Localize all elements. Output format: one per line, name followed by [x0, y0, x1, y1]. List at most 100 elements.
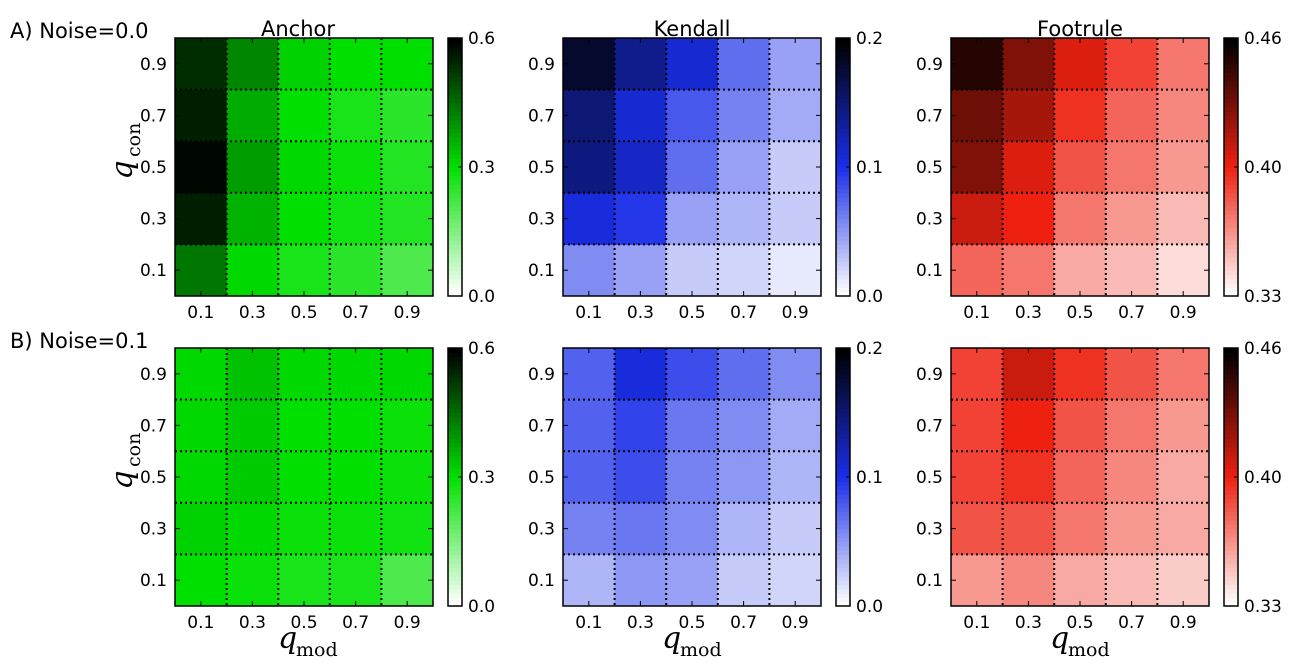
- x-tick-label: 0.7: [342, 303, 369, 323]
- heatmap-cell: [1157, 451, 1210, 504]
- colorbar-segment: [836, 89, 850, 95]
- heatmap-cell: [278, 451, 331, 504]
- colorbar-segment: [1224, 265, 1238, 271]
- colorbar-segment: [836, 593, 850, 598]
- x-tick-label: 0.9: [394, 613, 421, 633]
- colorbar-segment: [836, 459, 850, 465]
- x-tick-label: 0.5: [290, 613, 317, 633]
- heatmap-cell: [381, 554, 434, 607]
- colorbar-segment: [1224, 218, 1238, 224]
- colorbar-segment: [448, 205, 462, 211]
- heatmap-cell: [717, 554, 770, 607]
- colorbar-segment: [1224, 588, 1238, 594]
- heatmap-cell: [666, 399, 719, 452]
- heatmap-cell: [175, 348, 228, 401]
- colorbar-segment: [448, 485, 462, 491]
- y-tick-label: 0.3: [140, 520, 167, 540]
- colorbar-segment: [448, 537, 462, 543]
- colorbar-segment: [448, 416, 462, 422]
- x-tick-label: 0.7: [1118, 303, 1145, 323]
- heatmap-cell: [769, 502, 822, 555]
- colorbar-segment: [448, 507, 462, 512]
- heatmap-cell: [329, 554, 382, 607]
- heatmap-cell: [563, 192, 616, 245]
- heatmap-cell: [1054, 502, 1107, 555]
- colorbar-segment: [836, 382, 850, 388]
- x-tick-label: 0.5: [1066, 303, 1093, 323]
- colorbar-segment: [1224, 524, 1238, 530]
- heatmap-cell: [226, 399, 279, 452]
- heatmap-cell: [563, 244, 616, 297]
- x-tick-label: 0.7: [342, 613, 369, 633]
- heatmap-cell: [381, 141, 434, 194]
- colorbar-segment: [448, 162, 462, 168]
- colorbar-segment: [448, 46, 462, 52]
- colorbar-segment: [1224, 352, 1238, 358]
- x-axis-label-kendall-sub: mod: [680, 639, 722, 661]
- colorbar-segment: [836, 227, 850, 233]
- colorbar-segment: [448, 98, 462, 104]
- heatmap-cell: [1054, 399, 1107, 452]
- heatmap-cell: [769, 348, 822, 401]
- heatmap-cell: [1002, 399, 1055, 452]
- colorbar-segment: [836, 210, 850, 215]
- colorbar: 0.0 0.1 0.2: [835, 339, 883, 617]
- x-tick-label: 0.1: [963, 613, 990, 633]
- colorbar-segment: [1224, 184, 1238, 190]
- colorbar-segment: [836, 399, 850, 405]
- y-axis-label-top-main: q: [105, 160, 140, 179]
- colorbar-segment: [836, 451, 850, 457]
- colorbar-segment: [448, 434, 462, 439]
- colorbar-segment: [836, 554, 850, 560]
- y-tick-label: 0.5: [916, 468, 943, 488]
- colorbar-segment: [836, 365, 850, 371]
- colorbar-segment: [836, 136, 850, 142]
- colorbar-segment: [1224, 132, 1238, 138]
- heatmap-cell: [226, 141, 279, 194]
- y-tick-label: 0.1: [140, 261, 167, 281]
- colorbar-segment: [1224, 416, 1238, 422]
- colorbar-segment: [1224, 399, 1238, 405]
- colorbar-segment: [1224, 106, 1238, 112]
- colorbar-segment: [836, 235, 850, 241]
- colorbar-segment: [448, 270, 462, 276]
- colorbar-segment: [448, 575, 462, 581]
- colorbar-segment: [836, 494, 850, 500]
- colorbar-segment: [448, 446, 462, 452]
- colorbar-segment: [448, 511, 462, 517]
- colorbar-segment: [1224, 46, 1238, 52]
- colorbar-segment: [836, 520, 850, 525]
- colorbar-segment: [836, 416, 850, 422]
- y-axis-label-bottom: q con: [105, 433, 145, 490]
- heatmap-cell: [769, 89, 822, 142]
- colorbar-segment: [448, 550, 462, 555]
- colorbar-segment: [1224, 81, 1238, 86]
- colorbar-segment: [1224, 85, 1238, 91]
- colorbar-segment: [448, 59, 462, 65]
- colorbar-segment: [448, 102, 462, 108]
- heatmap-cell: [1157, 348, 1210, 401]
- colorbar-segment: [1224, 283, 1238, 288]
- colorbar-segment: [448, 365, 462, 371]
- heatmap-panels: 0.10.10.30.30.50.50.70.70.90.90.00.30.60…: [140, 29, 1282, 633]
- colorbar-segment: [1224, 141, 1238, 147]
- colorbar-segment: [1224, 261, 1238, 267]
- colorbar-segment: [448, 55, 462, 61]
- heatmap-cell: [278, 348, 331, 401]
- colorbar-segment: [1224, 179, 1238, 185]
- y-tick-label: 0.7: [916, 106, 943, 126]
- y-tick-label: 0.5: [140, 158, 167, 178]
- colorbar-segment: [836, 567, 850, 573]
- colorbar-segment: [1224, 580, 1238, 586]
- colorbar-segment: [1224, 425, 1238, 431]
- heatmap-cell: [278, 141, 331, 194]
- y-tick-label: 0.1: [916, 261, 943, 281]
- colorbar-segment: [448, 89, 462, 95]
- colorbar-segment: [836, 76, 850, 82]
- heatmap-cell: [1002, 141, 1055, 194]
- colorbar-segment: [448, 132, 462, 138]
- colorbar-segment: [1224, 128, 1238, 134]
- colorbar-segment: [1224, 481, 1238, 487]
- colorbar-segment: [1224, 149, 1238, 155]
- heatmap-cell: [329, 399, 382, 452]
